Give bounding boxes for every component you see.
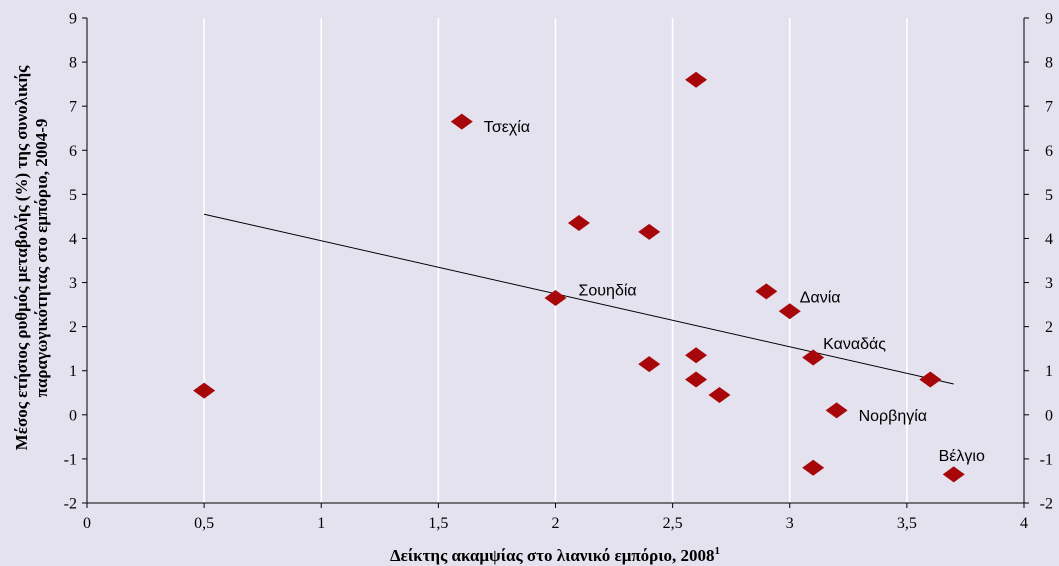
y-tick-label-left: -2 bbox=[64, 496, 77, 513]
data-point-marker bbox=[450, 113, 473, 130]
x-tick-label: 2 bbox=[552, 515, 560, 532]
y-tick-label-left: 0 bbox=[69, 407, 77, 424]
data-point-label: Τσεχία bbox=[484, 119, 530, 136]
data-point-label: Νορβηγία bbox=[859, 408, 927, 425]
data-point-marker bbox=[802, 459, 825, 476]
x-tick-label: 0 bbox=[83, 515, 91, 532]
data-point-marker bbox=[193, 382, 216, 399]
data-point-marker bbox=[567, 215, 590, 232]
point-labels: Τσεχία Σουηδία Δανία Καναδάς Νορβηγία Βέλγιο bbox=[484, 119, 985, 465]
x-axis-title-footnote-mark: 1 bbox=[715, 545, 721, 557]
axes bbox=[82, 17, 1029, 508]
data-point-label: Καναδάς bbox=[823, 336, 886, 353]
data-point-marker bbox=[825, 402, 848, 419]
data-point-marker bbox=[802, 349, 825, 366]
y-tick-label-right: -1 bbox=[1040, 451, 1053, 468]
y-tick-label-right: -2 bbox=[1040, 496, 1053, 513]
y-tick-label-right: 6 bbox=[1045, 143, 1053, 160]
data-point-label: Σουηδία bbox=[579, 282, 637, 299]
data-point-marker bbox=[638, 356, 661, 373]
y-tick-label-left: 3 bbox=[69, 275, 77, 292]
tick-labels: 0 0,5 1 1,5 2 2,5 3 3,5 4 -2 -2 -1 -1 0 0 1 1 2 2 3 3 4 4 5 5 6 6 7… bbox=[64, 11, 1053, 533]
data-point-marker bbox=[685, 71, 708, 88]
gridlines bbox=[203, 18, 908, 503]
x-tick-label: 1,5 bbox=[428, 515, 448, 532]
y-tick-label-left: 5 bbox=[69, 187, 77, 204]
y-tick-label-left: 8 bbox=[69, 55, 77, 72]
y-tick-label-right: 3 bbox=[1045, 275, 1053, 292]
y-axis-title-line-1: Μέσος ετήσιος ρυθμός μεταβολής (%) της σ… bbox=[12, 65, 31, 450]
y-tick-label-left: 9 bbox=[69, 11, 77, 28]
y-tick-label-right: 0 bbox=[1045, 407, 1053, 424]
data-point-marker bbox=[638, 223, 661, 240]
y-tick-label-left: 1 bbox=[69, 363, 77, 380]
trendline-layer bbox=[204, 213, 954, 385]
data-point-marker bbox=[544, 289, 567, 306]
x-axis-title: Δείκτης ακαμψίας στο λιανικό εμπόριο, 20… bbox=[390, 545, 720, 565]
data-point-marker bbox=[685, 371, 708, 388]
y-tick-label-left: 6 bbox=[69, 143, 77, 160]
y-tick-label-left: -1 bbox=[64, 451, 77, 468]
y-tick-label-right: 8 bbox=[1045, 55, 1053, 72]
data-point-label: Δανία bbox=[800, 290, 841, 307]
y-tick-label-left: 4 bbox=[69, 231, 77, 248]
data-point-marker bbox=[778, 303, 801, 320]
data-points bbox=[193, 71, 965, 483]
x-tick-label: 3 bbox=[786, 515, 794, 532]
data-point-marker bbox=[755, 283, 778, 300]
x-axis-title-text: Δείκτης ακαμψίας στο λιανικό εμπόριο, 20… bbox=[390, 546, 715, 565]
data-point-label: Βέλγιο bbox=[939, 448, 985, 465]
y-tick-label-right: 5 bbox=[1045, 187, 1053, 204]
y-tick-label-right: 1 bbox=[1045, 363, 1053, 380]
y-tick-label-right: 2 bbox=[1045, 319, 1053, 336]
y-axis-title-line-2: παραγωγικότητας στο εμπόριο, 2004-9 bbox=[32, 119, 51, 398]
data-point-marker bbox=[685, 347, 708, 364]
x-tick-label: 4 bbox=[1020, 515, 1028, 532]
y-tick-label-left: 7 bbox=[69, 99, 77, 116]
data-point-marker bbox=[708, 386, 731, 403]
y-tick-label-left: 2 bbox=[69, 319, 77, 336]
x-tick-label: 2,5 bbox=[663, 515, 683, 532]
y-tick-label-right: 4 bbox=[1045, 231, 1053, 248]
data-point-marker bbox=[942, 466, 965, 483]
y-tick-label-right: 7 bbox=[1045, 99, 1053, 116]
y-tick-label-right: 9 bbox=[1045, 11, 1053, 28]
data-point-marker bbox=[919, 371, 942, 388]
x-tick-label: 3,5 bbox=[897, 515, 917, 532]
x-tick-label: 0,5 bbox=[194, 515, 214, 532]
trendline bbox=[204, 213, 954, 385]
x-tick-label: 1 bbox=[317, 515, 325, 532]
